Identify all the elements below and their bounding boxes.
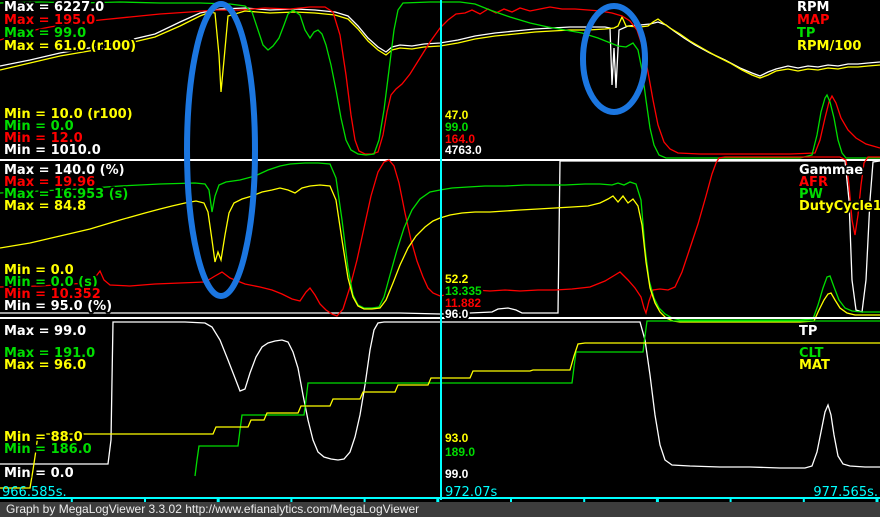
stat-min-ffffff: Min = 0.0 xyxy=(4,466,74,481)
stat-max-ffffff: Max = 6227.0 xyxy=(4,0,104,15)
legend-afr[interactable]: AFR xyxy=(797,173,829,192)
legend-map[interactable]: MAP xyxy=(795,11,831,30)
trace-tp xyxy=(0,1,880,159)
trace-rpm-100 xyxy=(0,10,880,93)
legend-mat[interactable]: MAT xyxy=(797,356,831,375)
stat-max-ff0000: Max = 19.96 xyxy=(4,175,95,190)
stat-min-00dd00: Min = 0.0 (s) xyxy=(4,275,98,290)
stat-max-ff0000: Max = 195.0 xyxy=(4,13,95,28)
stat-min-ff0000: Min = 12.0 xyxy=(4,131,83,146)
cursor-value: 93.0 xyxy=(445,431,469,445)
cursor-value: 52.2 xyxy=(445,272,469,286)
stat-max-ffff00: Max = 84.8 xyxy=(4,199,86,214)
legend-pw[interactable]: PW xyxy=(797,185,824,204)
stat-max-00dd00: Max = 191.0 xyxy=(4,346,95,361)
stat-max-ffff00: Max = 96.0 xyxy=(4,358,86,373)
stat-min-ff0000: Min = 10.352 xyxy=(4,287,101,302)
trace-mat xyxy=(0,342,880,489)
stat-min-ffff00: Min = 0.0 xyxy=(4,263,74,278)
cursor-value: 189.0 xyxy=(445,445,475,459)
time-label-2: 977.565s. xyxy=(813,485,878,500)
stat-max-ffffff: Max = 99.0 xyxy=(4,324,86,339)
cursor-value: 11.882 xyxy=(445,296,481,310)
time-label-1: 972.07s xyxy=(445,485,497,500)
cursor-value: 96.0 xyxy=(445,307,469,321)
cursor-value: 164.0 xyxy=(445,132,475,146)
stat-min-00dd00: Min = 186.0 xyxy=(4,442,92,457)
status-bar: Graph by MegaLogViewer 3.3.02 http://www… xyxy=(0,502,880,517)
stat-max-ffff00: Max = 61.0 (r100) xyxy=(4,39,136,54)
stat-min-ffff00: Min = 10.0 (r100) xyxy=(4,107,133,122)
legend-dutycycle1[interactable]: DutyCycle1 xyxy=(797,197,880,216)
trace-dutycycle1 xyxy=(0,184,880,323)
stat-min-ffffff: Min = 95.0 (%) xyxy=(4,299,112,314)
annotation-ellipse-2 xyxy=(580,3,648,115)
time-label-0: 966.585s. xyxy=(2,485,67,500)
legend-clt[interactable]: CLT xyxy=(797,344,825,363)
cursor-value: 99.0 xyxy=(445,467,469,481)
trace-gammae xyxy=(0,160,880,315)
stat-max-00dd00: Max = 99.0 xyxy=(4,26,86,41)
stat-min-ffff00: Min = 88.0 xyxy=(4,430,83,445)
stat-max-00dd00: Max = 16.953 (s) xyxy=(4,187,128,202)
stat-min-00dd00: Min = 0.0 xyxy=(4,119,74,134)
cursor-value: 99.0 xyxy=(445,120,469,134)
trace-tp xyxy=(0,321,880,469)
legend-tp[interactable]: TP xyxy=(795,24,817,43)
status-text: Graph by MegaLogViewer 3.3.02 http://www… xyxy=(6,502,420,516)
trace-clt xyxy=(194,320,880,477)
cursor-value: 13.335 xyxy=(445,284,482,298)
cursor-value: 47.0 xyxy=(445,108,469,122)
legend-tp[interactable]: TP xyxy=(797,322,819,341)
cursor-value: 4763.0 xyxy=(445,143,482,157)
trace-pw xyxy=(0,162,880,321)
legend-rpm-100[interactable]: RPM/100 xyxy=(795,37,863,56)
stat-min-ffffff: Min = 1010.0 xyxy=(4,143,101,158)
legend-gammae[interactable]: Gammae xyxy=(797,161,865,180)
stat-max-ffffff: Max = 140.0 (%) xyxy=(4,163,125,178)
legend-rpm[interactable]: RPM xyxy=(795,0,831,17)
annotation-ellipse-1 xyxy=(184,1,258,299)
